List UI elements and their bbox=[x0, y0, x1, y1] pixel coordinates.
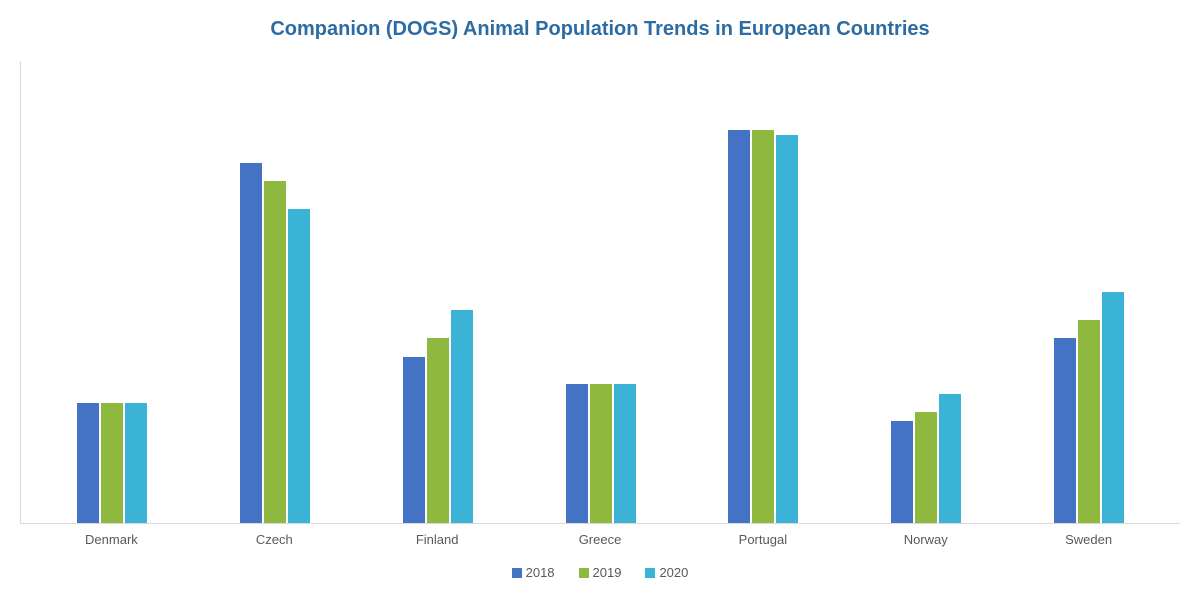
category-group bbox=[845, 61, 1008, 523]
bar bbox=[288, 209, 310, 523]
bar bbox=[403, 357, 425, 523]
bar bbox=[939, 394, 961, 523]
legend-item: 2019 bbox=[579, 565, 622, 580]
x-axis-label: Czech bbox=[193, 532, 356, 547]
chart-container: Companion (DOGS) Animal Population Trend… bbox=[20, 10, 1180, 580]
x-axis-label: Finland bbox=[356, 532, 519, 547]
bar bbox=[590, 384, 612, 523]
legend-swatch bbox=[645, 568, 655, 578]
category-group bbox=[31, 61, 194, 523]
category-group bbox=[682, 61, 845, 523]
bar bbox=[264, 181, 286, 523]
plot-area bbox=[20, 61, 1180, 524]
legend-item: 2020 bbox=[645, 565, 688, 580]
bar bbox=[776, 135, 798, 523]
legend-swatch bbox=[512, 568, 522, 578]
bar bbox=[77, 403, 99, 523]
x-axis-label: Denmark bbox=[30, 532, 193, 547]
category-group bbox=[519, 61, 682, 523]
bar bbox=[427, 338, 449, 523]
bar bbox=[1078, 320, 1100, 523]
x-axis-label: Portugal bbox=[681, 532, 844, 547]
legend-label: 2018 bbox=[526, 565, 555, 580]
x-axis-label: Sweden bbox=[1007, 532, 1170, 547]
legend-label: 2020 bbox=[659, 565, 688, 580]
legend-label: 2019 bbox=[593, 565, 622, 580]
bar bbox=[1054, 338, 1076, 523]
legend: 2018 2019 2020 bbox=[20, 547, 1180, 580]
bar bbox=[752, 130, 774, 523]
x-axis: DenmarkCzechFinlandGreecePortugalNorwayS… bbox=[20, 524, 1180, 547]
x-axis-label: Greece bbox=[519, 532, 682, 547]
bar bbox=[566, 384, 588, 523]
legend-item: 2018 bbox=[512, 565, 555, 580]
chart-title: Companion (DOGS) Animal Population Trend… bbox=[20, 10, 1180, 61]
legend-swatch bbox=[579, 568, 589, 578]
x-axis-label: Norway bbox=[844, 532, 1007, 547]
bar bbox=[728, 130, 750, 523]
bar bbox=[614, 384, 636, 523]
bar bbox=[451, 310, 473, 523]
bar bbox=[125, 403, 147, 523]
bar bbox=[915, 412, 937, 523]
bar bbox=[240, 163, 262, 523]
category-group bbox=[194, 61, 357, 523]
bar bbox=[101, 403, 123, 523]
category-group bbox=[356, 61, 519, 523]
bar bbox=[1102, 292, 1124, 523]
bar bbox=[891, 421, 913, 523]
category-group bbox=[1007, 61, 1170, 523]
